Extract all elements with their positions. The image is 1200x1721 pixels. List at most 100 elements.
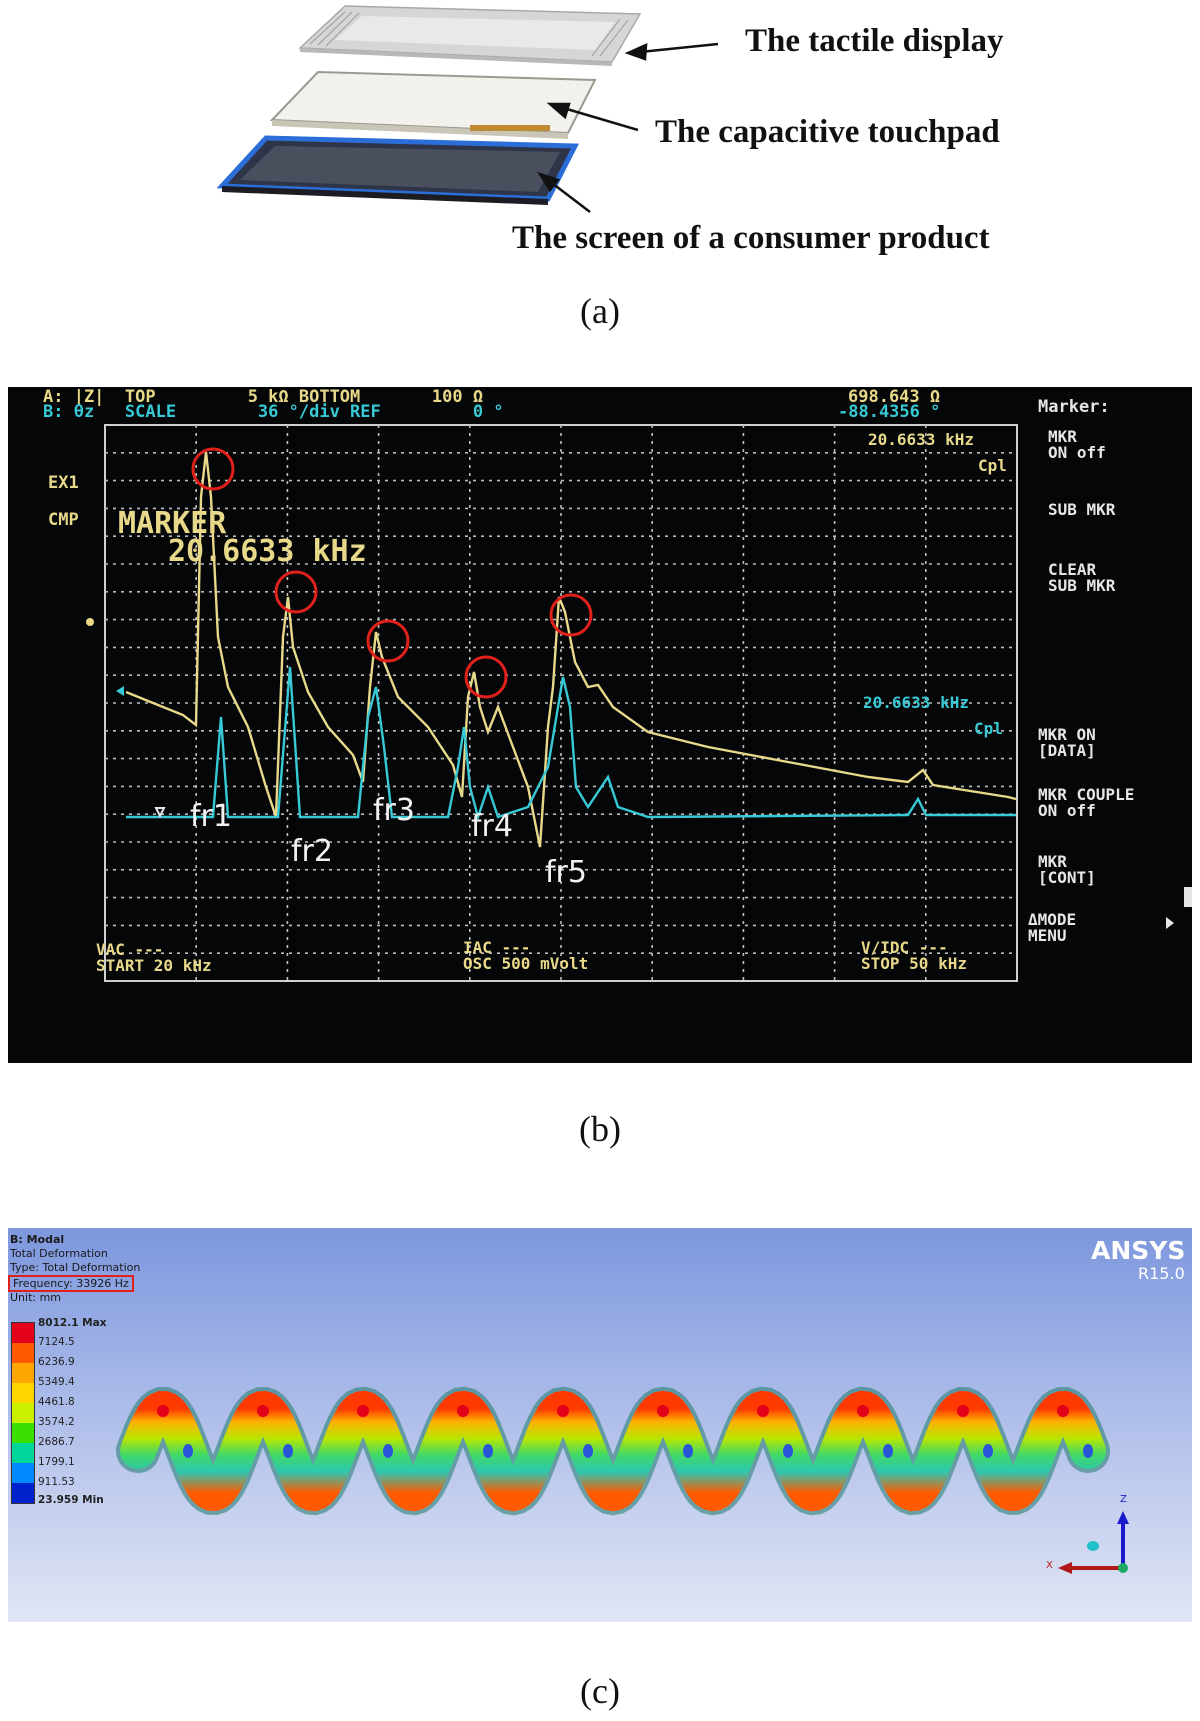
header-b-row: B: θz SCALE 36 °/div REF 0 ° xyxy=(43,402,504,422)
tactile-display-plate xyxy=(298,5,642,66)
softkey-mkr-couple[interactable]: MKR COUPLE ON off xyxy=(1038,785,1135,820)
softkey-sub-mkr[interactable]: SUB MKR xyxy=(1048,500,1116,519)
result-name: Total Deformation xyxy=(10,1247,108,1260)
header-a-row: A: |Z| TOP 5 kΩ BOTTOM 100 Ω xyxy=(43,387,484,407)
ref-marker-a xyxy=(116,686,124,696)
low-deformation-spot xyxy=(983,1444,993,1458)
legend-swatch xyxy=(12,1423,34,1443)
stress-hotspot xyxy=(157,1405,169,1417)
resonance-circle xyxy=(366,619,410,663)
deformed-helix-model xyxy=(116,1386,1129,1574)
legend-value: 7124.5 xyxy=(38,1336,75,1348)
phase-trace xyxy=(126,666,1016,822)
low-deformation-spot xyxy=(583,1444,593,1458)
legend-swatch xyxy=(12,1443,34,1463)
left-dot xyxy=(86,618,94,626)
mid-readout-unit: Cpl xyxy=(974,719,1003,738)
stress-hotspot xyxy=(1057,1405,1069,1417)
legend-min: 23.959 Min xyxy=(38,1494,104,1506)
stress-hotspot xyxy=(757,1405,769,1417)
legend-value: 911.53 xyxy=(38,1476,75,1488)
result-frequency: Frequency: 33926 Hz xyxy=(8,1275,134,1292)
ansys-brand: ANSYS xyxy=(1091,1236,1186,1265)
marker-frequency: 20.6633 kHz xyxy=(168,534,367,569)
legend-swatch xyxy=(12,1343,34,1363)
header-b-value: -88.4356 ° xyxy=(838,402,941,422)
stress-hotspot xyxy=(857,1405,869,1417)
legend-swatch xyxy=(12,1403,34,1423)
header-a-value: 698.643 Ω xyxy=(848,387,941,407)
footer-osc: IAC --- OSC 500 mVolt xyxy=(463,938,589,973)
caption-a: (a) xyxy=(580,291,620,331)
label-arrows xyxy=(537,42,719,213)
legend-swatch xyxy=(12,1323,34,1343)
resonance-circle xyxy=(274,570,318,614)
resonance-label-fr2: fr2 xyxy=(291,834,333,869)
legend-value: 6236.9 xyxy=(38,1356,75,1368)
legend-swatch xyxy=(12,1363,34,1383)
screen-plate xyxy=(216,135,580,205)
softkey-marker-title: Marker: xyxy=(1038,397,1110,417)
resonance-label-fr5: fr5 xyxy=(545,855,587,890)
legend-value: 2686.7 xyxy=(38,1436,75,1448)
low-deformation-spot xyxy=(683,1444,693,1458)
low-deformation-spot xyxy=(383,1444,393,1458)
resonance-circle xyxy=(464,655,508,699)
legend-value: 1799.1 xyxy=(38,1456,75,1468)
softkey-mkr-onoff[interactable]: MKR ON off xyxy=(1048,427,1106,462)
low-deformation-spot xyxy=(483,1444,493,1458)
resonance-circles xyxy=(191,447,593,699)
impedance-trace xyxy=(125,451,1017,848)
softkey-clear-sub-mkr[interactable]: CLEAR SUB MKR xyxy=(1048,560,1116,595)
plot-grid xyxy=(105,425,1017,981)
legend-max: 8012.1 Max xyxy=(38,1317,107,1329)
legend-value: 4461.8 xyxy=(38,1396,75,1408)
ref-marker-b xyxy=(154,807,166,819)
axis-x-label: X xyxy=(1046,1560,1053,1571)
menu-arrow xyxy=(1166,917,1174,929)
result-type: Type: Total Deformation xyxy=(10,1261,141,1274)
footer-stop: V/IDC --- STOP 50 kHz xyxy=(861,938,967,973)
footer-start: VAC --- START 20 kHz xyxy=(96,940,212,975)
legend-value: 5349.4 xyxy=(38,1376,75,1388)
legend-swatch xyxy=(12,1463,34,1483)
resonance-circle xyxy=(549,593,593,637)
resonance-label-fr4: fr4 xyxy=(471,809,513,844)
low-deformation-spot xyxy=(283,1444,293,1458)
stress-hotspot xyxy=(557,1405,569,1417)
label-tactile-display: The tactile display xyxy=(745,23,1004,59)
low-deformation-spot xyxy=(183,1444,193,1458)
resonance-label-fr1: fr1 xyxy=(190,799,232,834)
stress-hotspot xyxy=(457,1405,469,1417)
softkey-mode-menu[interactable]: ΔMODE MENU xyxy=(1028,910,1077,945)
legend-value: 3574.2 xyxy=(38,1416,75,1428)
ex1-label: EX1 xyxy=(48,473,79,493)
top-readout-freq: 20.6633 kHz xyxy=(868,430,974,449)
axis-triad xyxy=(1058,1511,1129,1574)
helix-spots xyxy=(157,1405,1093,1458)
stress-hotspot xyxy=(257,1405,269,1417)
stress-hotspot xyxy=(357,1405,369,1417)
modal-title: B: Modal xyxy=(10,1233,65,1246)
mid-readout-freq: 20.6633 kHz xyxy=(863,693,969,712)
panel-b-analyzer-screen: A: |Z| TOP 5 kΩ BOTTOM 100 Ω B: θz SCALE… xyxy=(8,387,1192,1063)
low-deformation-spot xyxy=(883,1444,893,1458)
low-deformation-spot xyxy=(1083,1444,1093,1458)
top-readout-unit: Cpl xyxy=(978,456,1007,475)
layered-device-illustration xyxy=(216,5,719,213)
marker-title: MARKER xyxy=(118,506,227,541)
result-unit: Unit: mm xyxy=(10,1291,62,1304)
softkey-mkr-cont[interactable]: MKR [CONT] xyxy=(1038,852,1096,887)
label-consumer-screen: The screen of a consumer product xyxy=(512,220,990,256)
legend-swatch xyxy=(12,1383,34,1403)
stress-hotspot xyxy=(957,1405,969,1417)
caption-c: (c) xyxy=(580,1671,620,1711)
caption-b: (b) xyxy=(579,1109,621,1149)
label-capacitive-touchpad: The capacitive touchpad xyxy=(655,114,1000,150)
impedance-plot xyxy=(86,424,1192,982)
ansys-version: R15.0 xyxy=(1138,1264,1185,1283)
softkey-mkr-on-data[interactable]: MKR ON [DATA] xyxy=(1038,725,1096,760)
color-legend xyxy=(11,1322,35,1504)
touchpad-plate xyxy=(269,70,597,139)
axis-z-label: Z xyxy=(1120,1494,1127,1505)
